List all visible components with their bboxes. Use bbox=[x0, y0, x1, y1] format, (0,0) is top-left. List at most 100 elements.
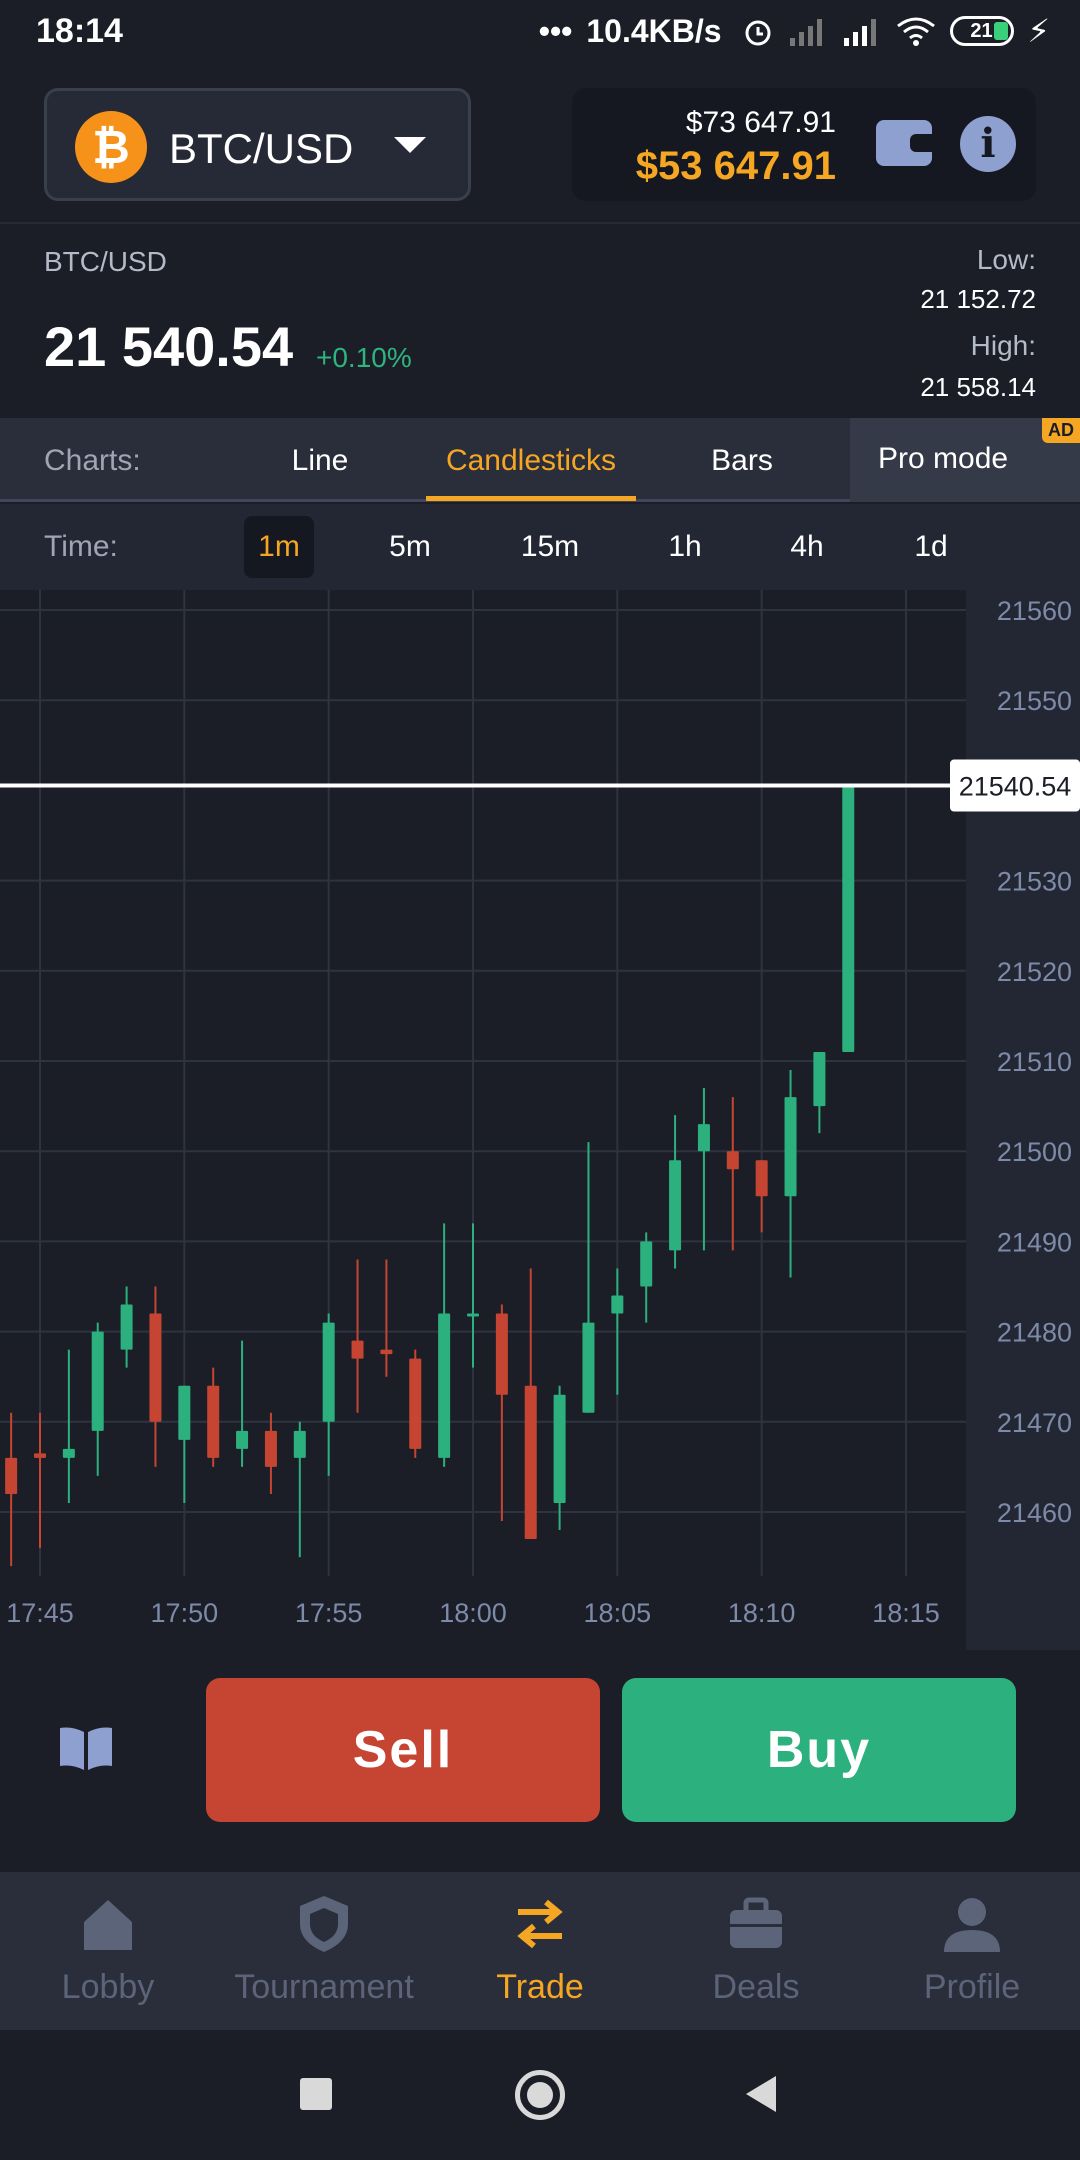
tab-line[interactable]: Line bbox=[291, 444, 349, 477]
candle-down bbox=[755, 1160, 768, 1197]
signal-icon-2 bbox=[843, 19, 876, 46]
charts-label: Charts: bbox=[44, 444, 141, 477]
timeframe-1d[interactable]: 1d bbox=[914, 530, 948, 563]
y-tick-label: 21550 bbox=[997, 686, 1072, 716]
status-time: 18:14 bbox=[36, 12, 123, 50]
buy-button[interactable]: Buy bbox=[622, 1678, 1016, 1822]
candle-down bbox=[726, 1151, 739, 1170]
home-button[interactable] bbox=[515, 2070, 565, 2120]
x-tick-label: 17:50 bbox=[151, 1598, 219, 1628]
candle-up bbox=[438, 1313, 451, 1458]
y-tick-label: 21530 bbox=[997, 867, 1072, 897]
candle-up bbox=[784, 1097, 797, 1197]
timeframe-15m[interactable]: 15m bbox=[520, 530, 580, 563]
dots-icon: ••• bbox=[538, 12, 573, 49]
recents-button[interactable] bbox=[300, 2078, 332, 2110]
shield-icon bbox=[300, 1896, 348, 1952]
price-pair: BTC/USD bbox=[44, 246, 167, 277]
candle-up bbox=[669, 1160, 682, 1251]
y-tick-label: 21490 bbox=[997, 1227, 1072, 1257]
candle-up bbox=[322, 1322, 335, 1422]
candle-down bbox=[495, 1313, 508, 1395]
home-icon bbox=[84, 1900, 132, 1950]
battery-icon: 21 bbox=[949, 16, 1014, 46]
signal-icon bbox=[789, 19, 822, 46]
balance-available: $53 647.91 bbox=[635, 144, 836, 188]
high-label: High: bbox=[970, 330, 1036, 361]
tab-candlesticks[interactable]: Candlesticks bbox=[445, 444, 617, 477]
candle-up bbox=[842, 785, 855, 1052]
x-tick-label: 18:00 bbox=[439, 1598, 507, 1628]
wifi-icon bbox=[896, 17, 935, 46]
price-chart[interactable]: 21560 21550 21530 21520 21510 21500 21490 21480… bbox=[0, 590, 1080, 1650]
person-icon bbox=[944, 1898, 1000, 1952]
pair-label: BTC/USD bbox=[169, 125, 354, 172]
candle-up bbox=[467, 1313, 479, 1317]
low-value: 21 152.72 bbox=[920, 284, 1036, 314]
briefcase-icon bbox=[730, 1897, 782, 1948]
pair-selector[interactable]: ₿ BTC/USD bbox=[44, 88, 471, 201]
x-tick-label: 18:15 bbox=[872, 1598, 940, 1628]
x-tick-label: 17:45 bbox=[6, 1598, 74, 1628]
candle-up bbox=[178, 1385, 191, 1440]
bottom-nav: Lobby Tournament Trade Deals Profile bbox=[0, 1872, 1080, 2030]
current-price-label: 21540.54 bbox=[959, 772, 1072, 802]
y-tick-label: 21460 bbox=[997, 1498, 1072, 1528]
back-button[interactable] bbox=[746, 2076, 776, 2112]
active-tab-indicator bbox=[426, 496, 636, 501]
candle-down bbox=[380, 1349, 393, 1355]
price-info: BTC/USD 21 540.54 +0.10% Low: 21 152.72 … bbox=[0, 226, 1080, 418]
timeframe-1h[interactable]: 1h bbox=[668, 530, 702, 563]
timeframe-tabs: Time: 1m 5m 15m 1h 4h 1d bbox=[0, 504, 1080, 590]
x-tick-label: 18:05 bbox=[584, 1598, 652, 1628]
swap-arrows-icon bbox=[517, 1899, 563, 1949]
time-label: Time: bbox=[44, 530, 118, 563]
header: ₿ BTC/USD $73 647.91 $53 647.91 i bbox=[0, 66, 1080, 224]
x-tick-label: 18:10 bbox=[728, 1598, 796, 1628]
nav-tournament[interactable]: Tournament bbox=[216, 1872, 432, 2030]
candle-up bbox=[553, 1394, 566, 1503]
info-icon[interactable]: i bbox=[960, 116, 1016, 172]
sell-button[interactable]: Sell bbox=[206, 1678, 600, 1822]
candle-down bbox=[5, 1457, 18, 1494]
candle-up bbox=[640, 1241, 653, 1287]
nav-lobby[interactable]: Lobby bbox=[0, 1872, 216, 2030]
candle-down bbox=[524, 1385, 537, 1540]
timeframe-5m[interactable]: 5m bbox=[389, 530, 431, 563]
nav-profile[interactable]: Profile bbox=[864, 1872, 1080, 2030]
nav-label-profile: Profile bbox=[923, 1968, 1021, 2006]
current-price-tag bbox=[950, 759, 1080, 812]
book-icon[interactable] bbox=[58, 1726, 114, 1772]
chart-type-tabs: Charts: Line Candlesticks Bars Pro mode … bbox=[0, 418, 1080, 502]
alarm-icon bbox=[745, 20, 771, 46]
price-change: +0.10% bbox=[316, 342, 412, 373]
nav-trade[interactable]: Trade bbox=[432, 1872, 648, 2030]
candle-down bbox=[409, 1358, 422, 1449]
candle-up bbox=[236, 1430, 249, 1449]
candle-up bbox=[813, 1051, 826, 1107]
y-tick-label: 21560 bbox=[997, 596, 1072, 626]
balance-total: $73 647.91 bbox=[685, 106, 836, 139]
y-tick-label: 21510 bbox=[997, 1047, 1072, 1077]
y-tick-label: 21520 bbox=[997, 957, 1072, 987]
current-price: 21 540.54 bbox=[44, 315, 294, 378]
system-nav-bar bbox=[0, 2030, 1080, 2160]
battery-level: 21 bbox=[970, 20, 993, 42]
pro-mode-button[interactable]: Pro mode AD bbox=[850, 418, 1080, 502]
nav-deals[interactable]: Deals bbox=[648, 1872, 864, 2030]
timeframe-1m[interactable]: 1m bbox=[244, 516, 314, 578]
balance-panel[interactable]: $73 647.91 $53 647.91 i bbox=[572, 88, 1036, 201]
candle-up bbox=[62, 1448, 75, 1458]
wallet-icon[interactable] bbox=[876, 120, 932, 166]
timeframe-4h[interactable]: 4h bbox=[790, 530, 824, 563]
nav-label-trade: Trade bbox=[496, 1968, 584, 2006]
candle-down bbox=[351, 1340, 364, 1359]
tab-bars[interactable]: Bars bbox=[711, 444, 773, 477]
candlestick-chart[interactable]: 21560 21550 21530 21520 21510 21500 21490 21480… bbox=[0, 590, 1080, 1650]
x-tick-label: 17:55 bbox=[295, 1598, 363, 1628]
candle-down bbox=[34, 1453, 46, 1458]
candle-up bbox=[582, 1322, 595, 1413]
high-value: 21 558.14 bbox=[920, 372, 1036, 402]
candle-up bbox=[91, 1331, 104, 1431]
nav-label-lobby: Lobby bbox=[61, 1968, 155, 2006]
